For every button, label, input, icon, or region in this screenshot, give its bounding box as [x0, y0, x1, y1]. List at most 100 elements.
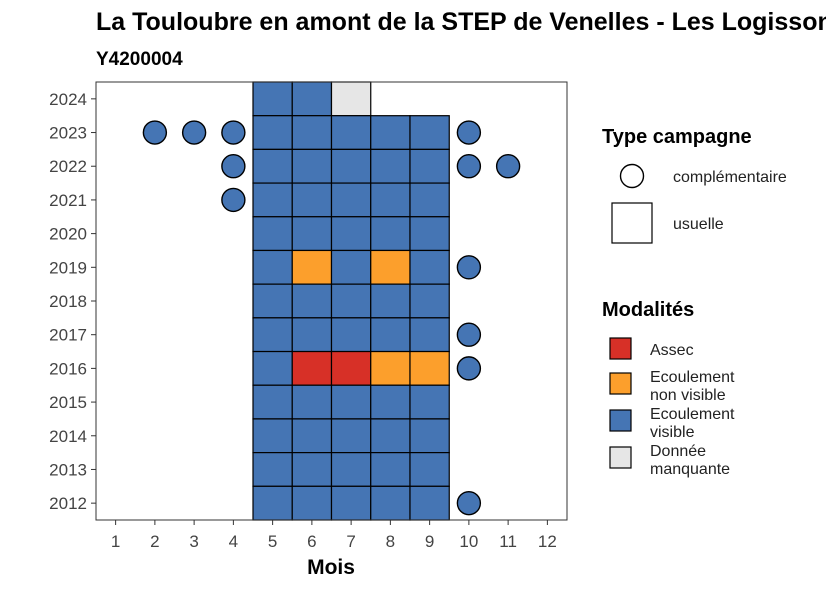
tile-2016-9	[409, 350, 450, 386]
tile-2022-6	[291, 148, 333, 184]
x-tick-label: 8	[386, 532, 395, 551]
tile-layer	[252, 81, 450, 521]
x-tick-label: 5	[268, 532, 277, 551]
tile-2014-5	[252, 418, 293, 454]
y-tick-label: 2015	[49, 393, 87, 412]
tile-2015-7	[330, 384, 372, 420]
y-tick-label: 2018	[49, 292, 87, 311]
legend-key-modalite-0	[609, 337, 632, 360]
tile-2013-8	[370, 452, 411, 487]
tile-2022-9	[409, 148, 450, 184]
y-tick-label: 2021	[49, 191, 87, 210]
point-2022-4	[221, 154, 246, 179]
tile-2013-5	[252, 452, 293, 487]
tile-2022-8	[370, 148, 411, 184]
point-2016-10	[456, 356, 482, 381]
tile-2020-5	[252, 216, 293, 252]
point-2023-4	[221, 120, 246, 145]
tile-2024-6	[291, 81, 333, 117]
tile-2018-5	[252, 283, 293, 319]
tile-2019-9	[409, 249, 450, 285]
tile-2014-7	[330, 418, 372, 454]
x-tick-label: 3	[189, 532, 198, 551]
tile-2013-9	[409, 452, 450, 487]
legend-type-title: Type campagne	[602, 126, 752, 148]
tile-2016-8	[370, 350, 411, 386]
point-2023-2	[142, 120, 168, 145]
tile-2017-6	[291, 317, 333, 353]
y-tick-label: 2013	[49, 460, 87, 479]
legend-key-modalite-2	[609, 409, 632, 432]
tile-2021-8	[370, 182, 411, 218]
tile-2013-6	[291, 452, 333, 487]
legend-key-modalite-3	[609, 446, 632, 469]
y-axis: 2012 2013 2014 2015 2016 2017 2018 2019 2020 2021…	[49, 90, 96, 513]
tile-2024-5	[252, 81, 293, 117]
y-tick-label: 2024	[49, 90, 87, 109]
tile-2015-8	[370, 384, 411, 420]
x-tick-label: 7	[346, 532, 355, 551]
point-2022-11	[495, 154, 521, 179]
x-tick-label: 1	[111, 532, 120, 551]
point-layer	[142, 120, 521, 516]
tile-2019-5	[252, 249, 293, 285]
tile-2023-7	[330, 115, 372, 150]
legend-label-modalite: visible	[650, 424, 695, 441]
tile-2012-7	[330, 485, 372, 521]
x-axis-title: Mois	[307, 556, 355, 579]
point-2017-10	[456, 322, 482, 347]
tile-2012-5	[252, 485, 293, 521]
legend-label-modalite: non visible	[650, 387, 726, 404]
y-tick-label: 2012	[49, 494, 87, 513]
y-tick-label: 2022	[49, 157, 87, 176]
tile-2023-8	[370, 115, 411, 150]
tile-2012-9	[409, 485, 450, 521]
tile-2021-9	[409, 182, 450, 218]
legend-key-complementaire	[619, 163, 645, 189]
tile-2021-5	[252, 182, 293, 218]
y-tick-label: 2014	[49, 427, 87, 446]
legend-label-modalite: Donnée	[650, 443, 706, 460]
tile-2017-5	[252, 317, 293, 353]
tile-2021-6	[291, 182, 333, 218]
legend-label-modalite: manquante	[650, 461, 730, 478]
tile-2018-7	[330, 283, 372, 319]
tile-2015-5	[252, 384, 293, 420]
tile-2017-7	[330, 317, 372, 353]
tile-2018-6	[291, 283, 333, 319]
tile-2023-6	[291, 115, 333, 150]
tile-2020-7	[330, 216, 372, 252]
tile-2013-7	[330, 452, 372, 487]
tile-2019-8	[370, 249, 411, 285]
point-2012-10	[456, 490, 482, 516]
point-2023-10	[456, 120, 482, 145]
x-tick-label: 12	[538, 532, 557, 551]
tile-2020-6	[291, 216, 333, 252]
tile-2022-7	[330, 148, 372, 184]
x-tick-label: 11	[499, 532, 517, 551]
x-axis: 1 2 3 4 5 6 7 8 9 10 11 12	[111, 520, 557, 551]
y-tick-label: 2019	[49, 258, 87, 277]
y-tick-label: 2017	[49, 326, 87, 345]
tile-2015-6	[291, 384, 333, 420]
legend-label-complementaire: complémentaire	[673, 169, 787, 186]
tile-2022-5	[252, 148, 293, 184]
tile-2014-9	[409, 418, 450, 454]
y-tick-label: 2023	[49, 124, 87, 143]
tile-2021-7	[330, 182, 372, 218]
x-tick-label: 4	[229, 532, 238, 551]
legend-label-usuelle: usuelle	[673, 216, 724, 233]
x-tick-label: 9	[425, 532, 434, 551]
legend: Type campagne complémentaire usuelle Modali…	[602, 126, 787, 478]
tile-2016-6	[291, 350, 333, 386]
y-tick-label: 2020	[49, 225, 87, 244]
tile-2023-9	[409, 115, 450, 150]
tile-2017-9	[409, 317, 450, 353]
tile-2018-8	[370, 283, 411, 319]
x-tick-label: 6	[307, 532, 316, 551]
tile-2019-7	[330, 249, 372, 285]
tile-2024-7	[330, 81, 372, 117]
point-2023-3	[181, 120, 207, 145]
x-tick-label: 2	[150, 532, 159, 551]
